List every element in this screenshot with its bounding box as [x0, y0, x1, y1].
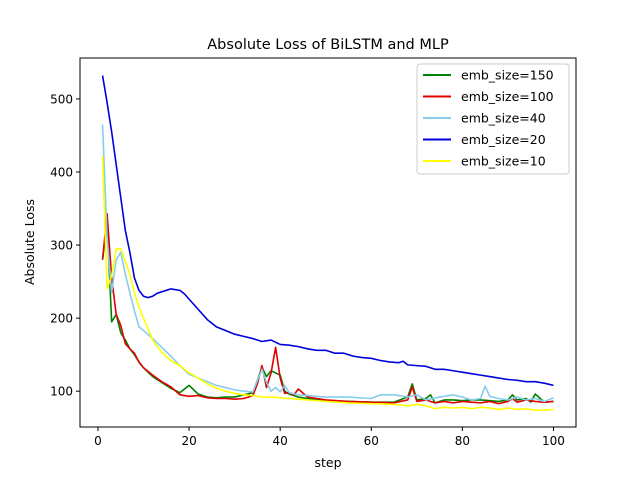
x-tick-label: 20 [181, 434, 196, 448]
x-tick-label: 100 [542, 434, 565, 448]
legend-box [416, 63, 570, 175]
series-line-2 [101, 212, 554, 405]
chart-title: Absolute Loss of BiLSTM and MLP [207, 37, 449, 53]
series-line-5 [101, 155, 554, 411]
legend-label-5: emb_size=10 [461, 154, 546, 169]
x-axis-label: step [314, 455, 341, 470]
x-axis: 0 20 40 60 80 100 [94, 427, 565, 448]
x-tick-label: 80 [455, 434, 470, 448]
legend: emb_size=150 emb_size=100 emb_size=40 emb_s… [416, 63, 570, 175]
legend-label-4: emb_size=20 [461, 132, 546, 147]
legend-label-1: emb_size=150 [461, 68, 554, 83]
y-axis: 100 200 300 400 500 [50, 92, 80, 399]
plot-frame [79, 57, 577, 428]
series-line-3 [101, 124, 554, 403]
y-tick-label: 300 [50, 239, 73, 253]
y-axis-label: Absolute Loss [22, 199, 37, 285]
series-layer [101, 75, 554, 411]
y-tick-label: 100 [50, 385, 73, 399]
legend-label-3: emb_size=40 [461, 111, 546, 126]
y-tick-label: 200 [50, 312, 73, 326]
x-tick-label: 60 [364, 434, 379, 448]
series-line-4 [101, 75, 554, 387]
y-tick-label: 500 [50, 92, 73, 106]
x-tick-label: 40 [273, 434, 288, 448]
y-tick-label: 400 [50, 165, 73, 179]
legend-label-2: emb_size=100 [461, 89, 554, 104]
x-tick-label: 0 [94, 434, 102, 448]
